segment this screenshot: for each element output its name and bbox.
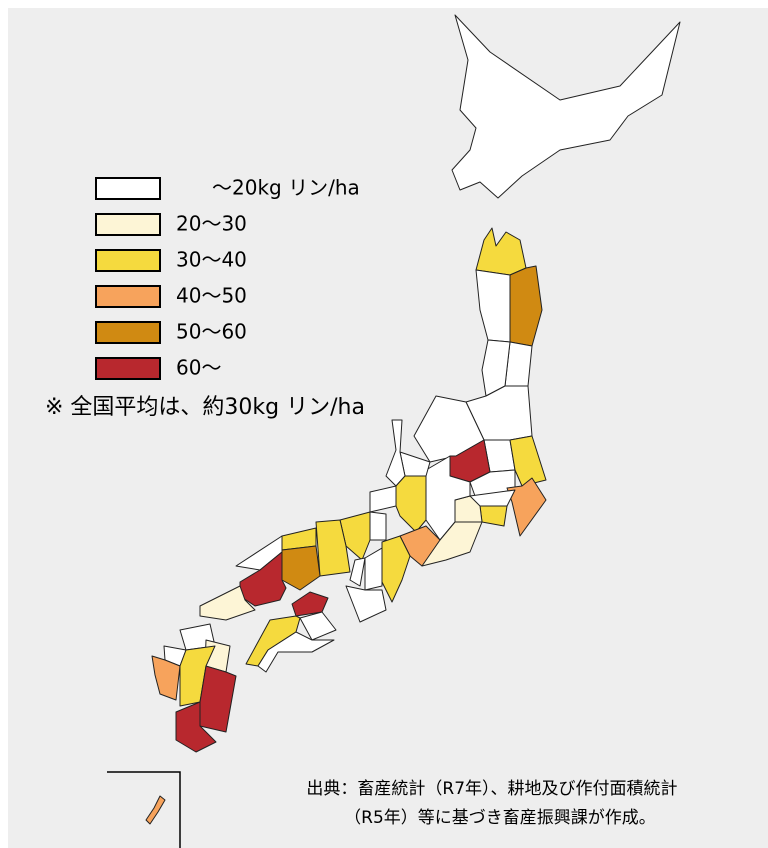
legend-label: 50～60 xyxy=(176,320,247,344)
legend-swatch xyxy=(95,177,161,200)
shizuoka xyxy=(421,521,483,567)
legend-swatch xyxy=(95,249,161,272)
legend-label: 60～ xyxy=(176,356,221,380)
tokushima xyxy=(299,611,337,641)
chiba xyxy=(506,477,547,537)
legend-swatch xyxy=(95,285,161,308)
gifu xyxy=(395,475,427,533)
source-line: （R5年）等に基づき畜産振興課が作成。 xyxy=(344,808,656,828)
shiga xyxy=(369,511,387,541)
nagasaki xyxy=(151,655,181,701)
legend-label: 20～30 xyxy=(176,212,247,236)
okinawa xyxy=(145,795,166,825)
kochi xyxy=(257,631,335,673)
legend-swatch xyxy=(95,321,161,344)
legend: ～20kg リン/ha 20～30 30～40 40～50 50～60 60～ xyxy=(95,176,360,380)
saitama xyxy=(469,469,516,497)
japan-map xyxy=(107,14,681,848)
legend-label: ～20kg リン/ha xyxy=(212,176,360,200)
kagawa xyxy=(291,591,329,617)
source-line: 出典：畜産統計（R7年）、耕地及び作付面積統計 xyxy=(306,779,677,799)
nagano xyxy=(425,455,471,541)
nara xyxy=(364,547,383,591)
wakayama xyxy=(345,585,387,623)
osaka xyxy=(349,557,366,587)
legend-swatch xyxy=(95,357,161,380)
hokkaido xyxy=(451,14,681,199)
okinawa-inset-frame xyxy=(107,771,181,848)
legend-swatch xyxy=(95,213,161,236)
note: ※ 全国平均は、約30kg リン/ha xyxy=(45,395,365,420)
legend-label: 30～40 xyxy=(176,248,247,272)
background xyxy=(8,8,768,848)
kagoshima xyxy=(175,701,217,753)
legend-label: 40～50 xyxy=(176,284,247,308)
yamaguchi xyxy=(199,585,256,621)
hyogo xyxy=(315,519,351,577)
